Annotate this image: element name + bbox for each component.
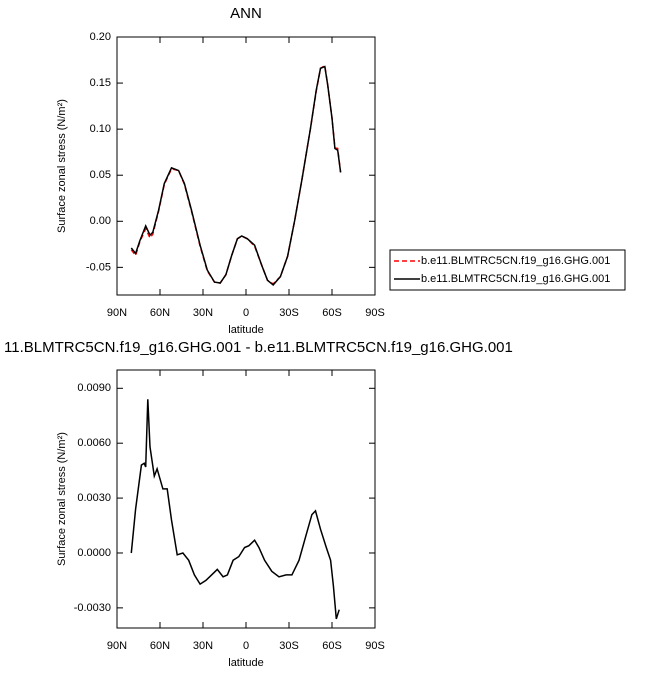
x-tick-label: 60S: [322, 307, 342, 319]
x-tick-label: 90N: [107, 307, 127, 319]
y-axis-label: Surface zonal stress (N/m²): [56, 99, 68, 233]
data-line: [130, 64, 342, 285]
x-tick-label: 60N: [150, 640, 170, 652]
y-tick-label: 0.10: [90, 123, 111, 135]
x-axis-label: latitude: [228, 324, 263, 336]
x-tick-label: 30S: [279, 640, 299, 652]
x-tick-label: 30N: [193, 640, 213, 652]
y-tick-label: 0.0060: [77, 437, 111, 449]
legend-label: b.e11.BLMTRC5CN.f19_g16.GHG.001: [421, 273, 610, 285]
plot-frame: [116, 369, 376, 629]
legend-label: b.e11.BLMTRC5CN.f19_g16.GHG.001: [421, 255, 610, 267]
y-tick-label: 0.20: [90, 31, 111, 43]
x-tick-label: 30S: [279, 307, 299, 319]
chart-title: ANN: [230, 5, 262, 22]
x-axis-label: latitude: [228, 657, 263, 669]
x-tick-label: 90N: [107, 640, 127, 652]
chart-title: 11.BLMTRC5CN.f19_g16.GHG.001 - b.e11.BLM…: [4, 339, 513, 356]
x-tick-label: 60S: [322, 640, 342, 652]
y-tick-label: 0.0030: [77, 492, 111, 504]
y-axis-label: Surface zonal stress (N/m²): [56, 432, 68, 566]
x-tick-label: 90S: [365, 640, 385, 652]
x-tick-label: 0: [243, 640, 249, 652]
x-tick-label: 90S: [365, 307, 385, 319]
y-tick-label: 0.0000: [77, 547, 111, 559]
y-tick-label: 0.05: [90, 169, 111, 181]
x-tick-label: 30N: [193, 307, 213, 319]
y-tick-label: 0.0090: [77, 382, 111, 394]
y-tick-label: 0.00: [90, 215, 111, 227]
y-tick-label: 0.15: [90, 77, 111, 89]
data-line: [130, 399, 340, 620]
plot-frame: [116, 36, 376, 296]
y-tick-label: -0.0030: [74, 602, 111, 614]
data-line: [130, 65, 342, 286]
legend-box: [389, 249, 626, 291]
x-tick-label: 0: [243, 307, 249, 319]
y-tick-label: -0.05: [86, 261, 111, 273]
x-tick-label: 60N: [150, 307, 170, 319]
